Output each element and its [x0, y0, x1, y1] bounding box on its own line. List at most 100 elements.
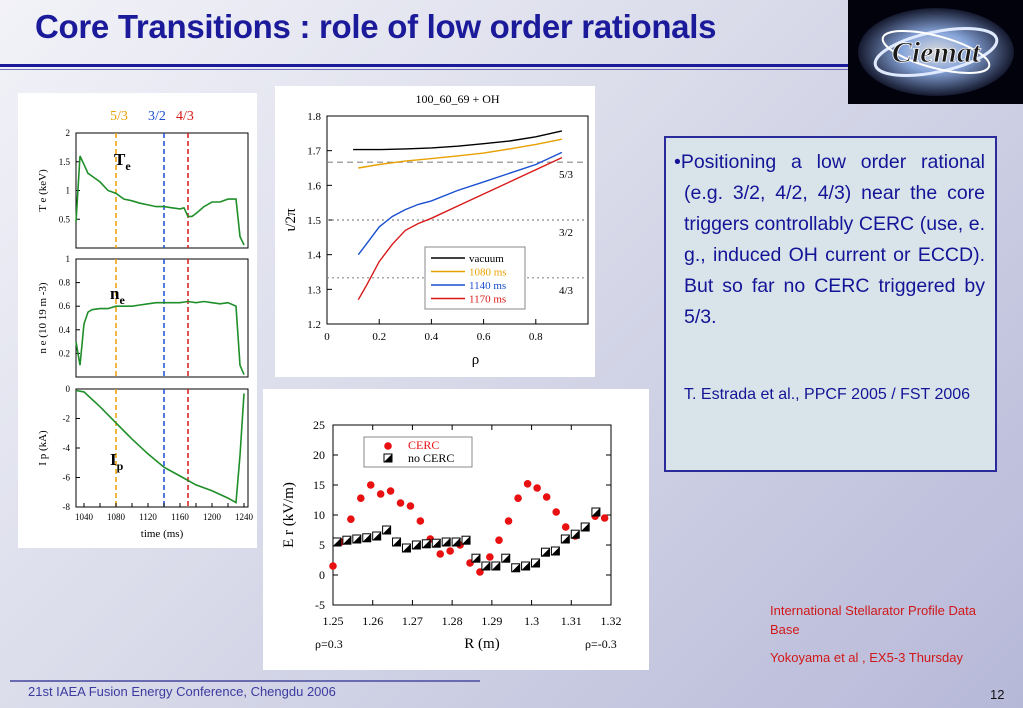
- legend-no-cerc-label: no CERC: [408, 451, 454, 465]
- cerc-point: [376, 490, 385, 498]
- trace-frame-ne: [75, 258, 249, 378]
- trace-label-ne: ne: [110, 284, 125, 307]
- summary-bullet-text: Positioning a low order rational (e.g. 3…: [680, 151, 985, 328]
- trace-label-Te: Te: [114, 150, 131, 173]
- x-tick-label: 0.6: [477, 331, 491, 343]
- y-axis-label-ne: n e (10 19 m -3): [37, 282, 49, 354]
- cerc-point: [366, 481, 375, 489]
- x-tick-label: 1.32: [601, 614, 622, 628]
- cerc-point: [347, 515, 355, 523]
- no-cerc-point-fill: [541, 548, 550, 557]
- no-cerc-point-fill: [422, 539, 431, 548]
- y-tick-label-ne: 1: [66, 254, 71, 264]
- y-tick-label: -5: [315, 598, 325, 612]
- er-profile-panel: -5 0 5 10 15 20 25 1.25 1.26 1.27 1.28 1.29 1.3 1.31 1…: [263, 389, 649, 670]
- no-cerc-point-fill: [412, 541, 421, 549]
- cerc-point: [552, 508, 560, 516]
- x-tick-label: 1.28: [442, 614, 463, 628]
- no-cerc-point-fill: [352, 535, 361, 543]
- er-profile-chart: -5 0 5 10 15 20 25 1.25 1.26 1.27 1.28 1.29 1.3 1.31 1…: [281, 418, 622, 652]
- legend-label: vacuum: [469, 253, 504, 265]
- rational-label-3-2: 3/2: [148, 109, 166, 124]
- cerc-point: [416, 517, 425, 525]
- y-tick-label-Te: 1.5: [59, 157, 71, 167]
- y-axis-label-Te: T e (keV): [37, 169, 49, 212]
- trace-line-Ip: [75, 389, 245, 504]
- cerc-point: [533, 484, 541, 492]
- x-tick-label: 1.25: [323, 614, 344, 628]
- no-cerc-point-fill: [521, 562, 530, 570]
- x-tick-label: 1160: [171, 512, 189, 522]
- no-cerc-point-fill: [551, 547, 560, 555]
- x-tick-label: 1240: [235, 512, 254, 522]
- logo-text: Ciemat: [892, 36, 982, 69]
- chart-title: 100_60_69 + OH: [415, 92, 499, 106]
- trace-frame-Te: [75, 132, 249, 249]
- legend-cerc-label: CERC: [408, 438, 439, 452]
- x-tick-label: 0.4: [425, 331, 439, 343]
- cerc-point: [504, 517, 513, 525]
- series-line: [353, 130, 563, 151]
- trace-frame-Ip: [75, 388, 249, 508]
- y-tick-label: 1.3: [307, 284, 321, 296]
- y-tick-label-Te: 0.5: [59, 214, 71, 224]
- legend-label: 1170 ms: [469, 294, 506, 306]
- no-cerc-point-fill: [591, 508, 600, 516]
- legend-label: 1140 ms: [469, 280, 506, 292]
- x-tick-label: 1200: [203, 512, 222, 522]
- y-tick-label: 1.2: [307, 319, 321, 331]
- no-cerc-point-fill: [531, 559, 540, 567]
- no-cerc-point-fill: [491, 562, 500, 570]
- footer-text: 21st IAEA Fusion Energy Conference, Chen…: [28, 684, 336, 699]
- cerc-point: [561, 523, 570, 531]
- x-tick-label: 1.27: [402, 614, 423, 628]
- title-underline: [0, 64, 850, 67]
- cerc-point: [406, 502, 415, 510]
- page-number: 12: [990, 687, 1005, 702]
- cerc-point: [486, 553, 494, 561]
- no-cerc-point-fill: [511, 563, 520, 572]
- y-tick-label: 1.6: [307, 180, 321, 192]
- y-tick-label: 1.8: [307, 111, 321, 123]
- x-tick-label: 1.3: [524, 614, 539, 628]
- x-tick-label: 1120: [139, 512, 157, 522]
- ciemat-logo: Ciemat: [848, 0, 1023, 104]
- y-tick-label-ne: 0.6: [59, 301, 71, 311]
- y-tick-label-Te: 1: [66, 186, 71, 196]
- no-cerc-point-fill: [561, 535, 570, 543]
- no-cerc-point-fill: [362, 533, 371, 542]
- no-cerc-point-fill: [342, 536, 351, 545]
- x-tick-label: 1.31: [561, 614, 582, 628]
- series-line: [358, 138, 563, 169]
- cerc-point: [386, 487, 395, 495]
- rational-reference-label: 4/3: [559, 285, 574, 297]
- no-cerc-point-fill: [432, 539, 441, 548]
- rational-label-4-3: 4/3: [176, 109, 194, 124]
- cerc-point: [329, 562, 337, 570]
- no-cerc-point-fill: [571, 530, 580, 539]
- no-cerc-point-fill: [501, 554, 510, 563]
- series-line: [357, 151, 563, 256]
- y-tick-label: 20: [313, 448, 325, 462]
- y-axis-label-Ip: I p (kA): [37, 430, 49, 466]
- trace-label-Ip: Ip: [110, 450, 124, 473]
- x-tick-label: 0.8: [529, 331, 543, 343]
- x-axis-label: ρ: [472, 352, 480, 368]
- cerc-point: [436, 550, 445, 558]
- y-tick-label-ne: 0.4: [59, 325, 71, 335]
- footer-rule: [10, 680, 480, 682]
- y-tick-label-Ip: -8: [63, 502, 71, 512]
- series-line: [357, 156, 563, 301]
- y-axis-label: E r (kV/m): [281, 482, 297, 548]
- rational-reference-label: 3/2: [559, 227, 573, 239]
- y-tick-label: 1.5: [307, 215, 321, 227]
- legend-label: 1080 ms: [469, 267, 507, 279]
- y-tick-label: 1.4: [307, 250, 321, 262]
- y-tick-label: 25: [313, 418, 325, 432]
- no-cerc-point-fill: [442, 538, 451, 546]
- cerc-point: [446, 547, 454, 555]
- x-tick-label: 1080: [107, 512, 126, 522]
- cerc-point: [357, 494, 365, 502]
- x-tick-label: 1040: [75, 512, 94, 522]
- title-underline-thin: [0, 69, 850, 70]
